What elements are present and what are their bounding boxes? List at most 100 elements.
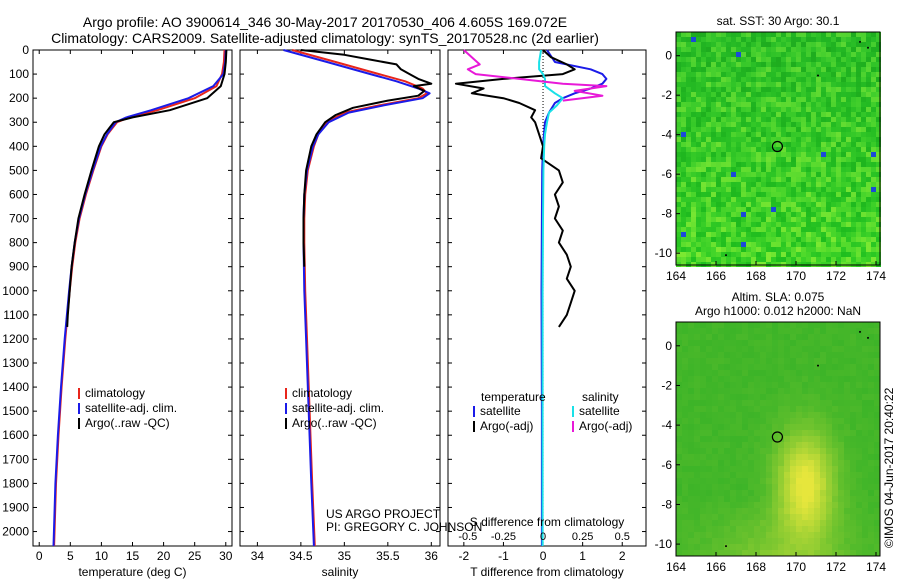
sst-map-cell [751, 162, 756, 167]
sst-map-cell [811, 152, 816, 157]
sst-map-cell [711, 57, 716, 62]
sla-map-cell [802, 412, 808, 418]
sst-map-cell [696, 177, 701, 182]
sst-map-cell [816, 187, 821, 192]
sst-map-cell [806, 212, 811, 217]
sla-map-cell [820, 496, 826, 502]
sst-map-cell [796, 247, 801, 252]
sla-map-cell [796, 382, 802, 388]
sla-map-cell [784, 430, 790, 436]
sst-map-cell [701, 97, 706, 102]
sst-map-cell [816, 167, 821, 172]
sla-map-cell [730, 328, 736, 334]
sst-map-cell [811, 42, 816, 47]
sla-map-cell [802, 538, 808, 544]
sla-map-cell [712, 340, 718, 346]
sst-map-cell [691, 152, 696, 157]
sst-map-cell [876, 177, 881, 182]
sla-map-cell [808, 550, 814, 556]
sla-map-cell [718, 412, 724, 418]
sla-map-cell [856, 484, 862, 490]
sla-map-cell [730, 340, 736, 346]
sst-map-cell [796, 112, 801, 117]
sla_map-frame [675, 321, 881, 557]
sst-map-cell [856, 237, 861, 242]
temperature-xtick-label: 20 [157, 549, 171, 563]
sst-map-cell [861, 237, 866, 242]
sst-map-cell [821, 202, 826, 207]
sla-map-cell [802, 496, 808, 502]
sst-map-cell [746, 192, 751, 197]
sst-map-cell [796, 172, 801, 177]
sla-map-cell [682, 358, 688, 364]
sst-map-cell [836, 187, 841, 192]
sla-map-cell [796, 520, 802, 526]
sst-map-cell [821, 252, 826, 257]
sla-map-cell [760, 334, 766, 340]
sla-map-cell [712, 352, 718, 358]
sst-map-cell [811, 252, 816, 257]
sst-map-cell [846, 72, 851, 77]
sla-map-cell [748, 544, 754, 550]
sst-map-cell [711, 127, 716, 132]
sst-map-cell [696, 67, 701, 72]
sla-map-cell [790, 532, 796, 538]
sla-map-cell [814, 346, 820, 352]
sst-map-cell [856, 227, 861, 232]
sst-map-cell [761, 212, 766, 217]
sst-map-cell [766, 47, 771, 52]
sst-map-cell [786, 237, 791, 242]
sla-map-cell [868, 520, 874, 526]
sst-map-cell [771, 162, 776, 167]
sst-map-cell [866, 237, 871, 242]
sst-map-cell [721, 252, 726, 257]
sst-map-cell [731, 52, 736, 57]
sst-map-cell [781, 62, 786, 67]
sla-map-cell [826, 454, 832, 460]
sst-map-cell [711, 92, 716, 97]
sla-map-cell [682, 394, 688, 400]
sla-map-cell [754, 454, 760, 460]
sla-map-cell [868, 364, 874, 370]
sst-map-cell [676, 142, 681, 147]
sst-map-cell [871, 162, 876, 167]
sst-map-cell [791, 127, 796, 132]
sst-map-cell [711, 142, 716, 147]
sst-map-cell [831, 72, 836, 77]
sst-map-cell [871, 82, 876, 87]
sst-map-cell [766, 172, 771, 177]
sst-map-cell [856, 217, 861, 222]
sst-map-cell [761, 157, 766, 162]
sst-map-cell [876, 32, 881, 37]
sst-map-cell [861, 77, 866, 82]
sst-map-cell [736, 77, 741, 82]
sst-map-cell [856, 52, 861, 57]
sst-map-cell [786, 172, 791, 177]
sst-map-cell [701, 72, 706, 77]
sla-map-cell [754, 448, 760, 454]
sst-map-cell [871, 192, 876, 197]
sla-map-cell [700, 364, 706, 370]
sla-map-cell [862, 460, 868, 466]
sla-map-cell [778, 376, 784, 382]
sst-map-cell [836, 197, 841, 202]
difference-series-temperature-argo-adj- [454, 49, 576, 328]
sla-map-cell [790, 400, 796, 406]
sst-map-cell [761, 102, 766, 107]
sst-map-cell [796, 57, 801, 62]
sst-map-cell [786, 47, 791, 52]
sst-map-cell [866, 242, 871, 247]
sst-map-cell [791, 192, 796, 197]
sst-map-cell [751, 112, 756, 117]
sst-map-cell [696, 122, 701, 127]
sst-map-cell [806, 142, 811, 147]
sla-map-cell [844, 502, 850, 508]
sla-map-cell [844, 454, 850, 460]
sst-map-cell [866, 122, 871, 127]
sst-map-cell [726, 172, 731, 177]
sla-map-cell [790, 346, 796, 352]
sst-map-cell [816, 207, 821, 212]
sla-map-cell [730, 322, 736, 328]
sla-map-cell [682, 550, 688, 556]
sst-map-cell [861, 102, 866, 107]
